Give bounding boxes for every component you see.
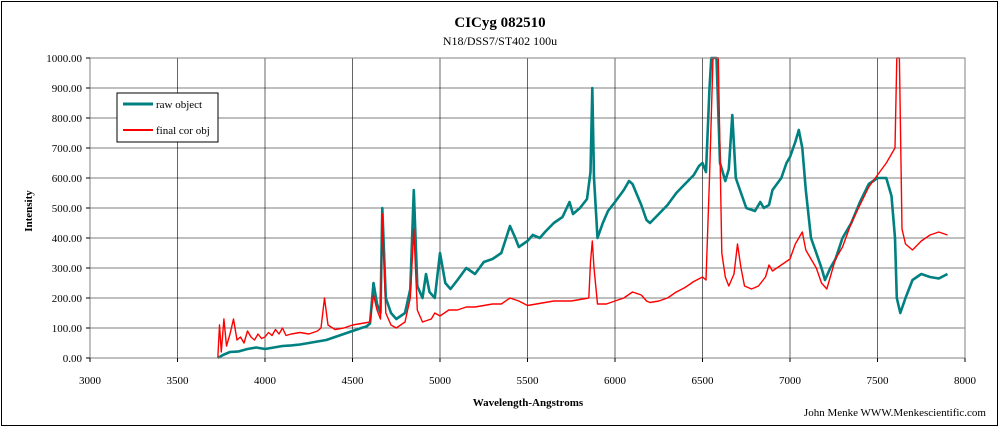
y-tick-label: 100.00	[52, 323, 83, 335]
x-tick-label: 7000	[779, 375, 802, 387]
x-tick-label: 8000	[954, 375, 977, 387]
x-tick-label: 6500	[692, 375, 715, 387]
x-tick-label: 3000	[79, 375, 102, 387]
x-tick-label: 6000	[604, 375, 627, 387]
legend-box	[116, 92, 219, 143]
y-axis-ticks: 0.00 100.00 200.00 300.00 400.00 500.00 600.00…	[46, 53, 90, 365]
x-tick-label: 4000	[254, 375, 277, 387]
y-tick-label: 400.00	[52, 233, 83, 245]
legend-label-final-cor-obj: final cor obj	[156, 125, 210, 137]
series-line-raw-object	[217, 56, 949, 360]
credit-text: John Menke WWW.Menkescientific.com	[804, 407, 987, 419]
chart-subtitle: N18/DSS7/ST402 100u	[443, 34, 557, 48]
x-tick-label: 3500	[167, 375, 190, 387]
x-axis-ticks: 3000 3500 4000 4500 5000 5500 6000 6500 7000 7500…	[79, 358, 977, 387]
y-tick-label: 200.00	[52, 293, 83, 305]
y-tick-label: 0.00	[63, 353, 83, 365]
y-axis-label: Intensity	[23, 190, 35, 232]
x-axis-label: Wavelength-Angstroms	[473, 397, 584, 409]
y-tick-label: 800.00	[52, 113, 83, 125]
legend: raw object final cor obj	[116, 92, 219, 143]
grid-lines	[89, 57, 966, 359]
x-tick-label: 4500	[342, 375, 365, 387]
x-tick-label: 5000	[429, 375, 452, 387]
y-tick-label: 600.00	[52, 173, 83, 185]
series-lines	[217, 56, 949, 360]
chart-title: CICyg 082510	[454, 15, 545, 31]
y-tick-label: 1000.00	[46, 53, 82, 65]
legend-label-raw-object: raw object	[156, 99, 202, 111]
y-tick-label: 700.00	[52, 143, 83, 155]
y-tick-label: 900.00	[52, 83, 83, 95]
y-tick-label: 300.00	[52, 263, 83, 275]
x-tick-label: 7500	[867, 375, 890, 387]
series-line-final-cor-obj	[217, 57, 948, 359]
x-tick-label: 5500	[517, 375, 540, 387]
y-tick-label: 500.00	[52, 203, 83, 215]
